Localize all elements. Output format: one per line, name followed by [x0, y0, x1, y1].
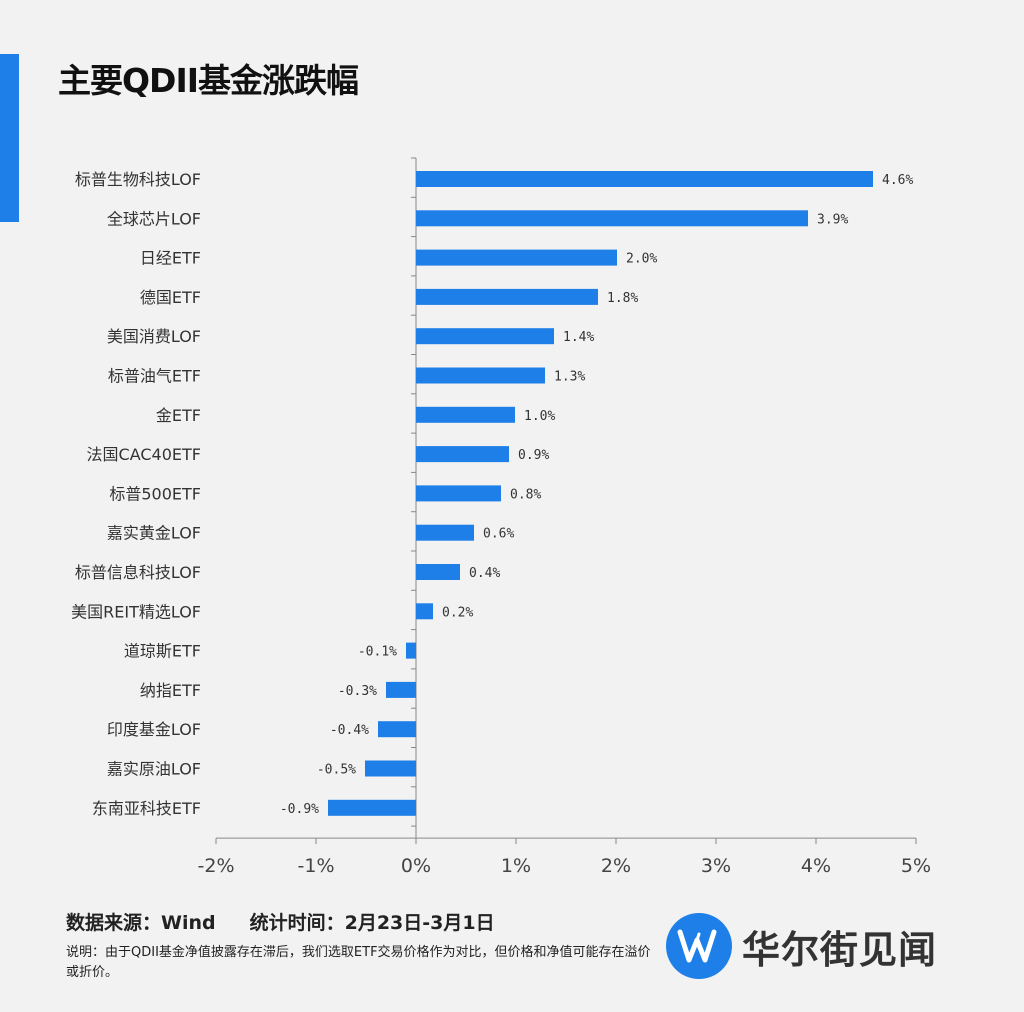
data-label: 0.9% [518, 448, 549, 463]
bar-chart: -2% -1% 0% 1% 2% 3% 4% 5% 标普生物科技LOF 4.6% 全球芯片LOF 3.… [71, 157, 931, 877]
bar [416, 564, 460, 580]
data-source: 数据来源：Wind [66, 912, 216, 934]
brand-logo-icon [666, 913, 732, 979]
x-tick-label: 4% [801, 855, 831, 877]
category-label: 美国消费LOF [107, 327, 201, 346]
data-label: -0.9% [280, 802, 319, 817]
bar [406, 642, 416, 659]
source-line: 数据来源：Wind 统计时间：2月23日-3月1日 [66, 908, 495, 935]
data-label: -0.5% [317, 763, 356, 778]
bar [416, 603, 433, 620]
data-label: 1.3% [554, 370, 585, 385]
bar [365, 760, 416, 777]
accent-bar [0, 54, 19, 222]
footnote: 说明：由于QDII基金净值披露存在滞后，我们选取ETF交易价格作为对比，但价格和… [66, 945, 651, 980]
data-label: 3.9% [817, 212, 848, 227]
bar [416, 446, 509, 463]
category-label: 全球芯片LOF [107, 209, 201, 228]
brand-logo: 华尔街见闻 [666, 913, 937, 979]
category-label: 嘉实黄金LOF [107, 524, 201, 543]
bar [416, 406, 515, 423]
bar [328, 799, 416, 816]
x-tick-label: -2% [198, 855, 235, 877]
category-label: 标普油气ETF [108, 367, 201, 386]
data-label: 0.6% [483, 527, 514, 542]
category-label: 法国CAC40ETF [87, 445, 201, 464]
data-label: 0.8% [510, 487, 541, 502]
category-label: 金ETF [156, 406, 201, 425]
category-label: 标普信息科技LOF [75, 563, 201, 582]
data-label: 0.4% [469, 566, 500, 581]
category-label: 印度基金LOF [107, 720, 201, 739]
data-label: 1.8% [607, 291, 638, 306]
brand-name: 华尔街见闻 [742, 926, 938, 972]
bar [416, 210, 808, 227]
data-label: -0.1% [358, 645, 397, 660]
data-label: -0.3% [338, 684, 377, 699]
bar [386, 681, 416, 698]
x-tick-label: 5% [901, 855, 931, 877]
bar [416, 288, 598, 305]
category-label: 德国ETF [140, 288, 201, 307]
category-label: 纳指ETF [140, 681, 201, 700]
bar [416, 328, 554, 345]
bar [416, 367, 545, 384]
x-tick-label: 3% [701, 855, 731, 877]
category-label: 美国REIT精选LOF [71, 602, 201, 621]
bar [416, 524, 474, 541]
data-label: 0.2% [442, 605, 473, 620]
bar [378, 721, 416, 738]
category-label: 标普生物科技LOF [75, 170, 201, 189]
bar [416, 485, 501, 502]
bar [416, 171, 873, 187]
x-tick-label: 1% [501, 855, 531, 877]
data-label: 2.0% [626, 252, 657, 267]
category-label: 嘉实原油LOF [107, 760, 201, 779]
category-label: 标普500ETF [109, 484, 201, 503]
data-label: 4.6% [882, 173, 913, 188]
x-tick-label: 0% [401, 855, 431, 877]
category-label: 道琼斯ETF [124, 642, 201, 661]
data-label: 1.0% [524, 409, 555, 424]
stat-period: 统计时间：2月23日-3月1日 [249, 912, 495, 934]
chart-title: 主要QDII基金涨跌幅 [58, 61, 359, 100]
x-tick-label: 2% [601, 855, 631, 877]
data-label: 1.4% [563, 330, 594, 345]
data-label: -0.4% [330, 723, 369, 738]
bar [416, 249, 617, 266]
category-label: 日经ETF [140, 249, 201, 268]
category-label: 东南亚科技ETF [92, 799, 201, 818]
x-tick-label: -1% [298, 855, 335, 877]
